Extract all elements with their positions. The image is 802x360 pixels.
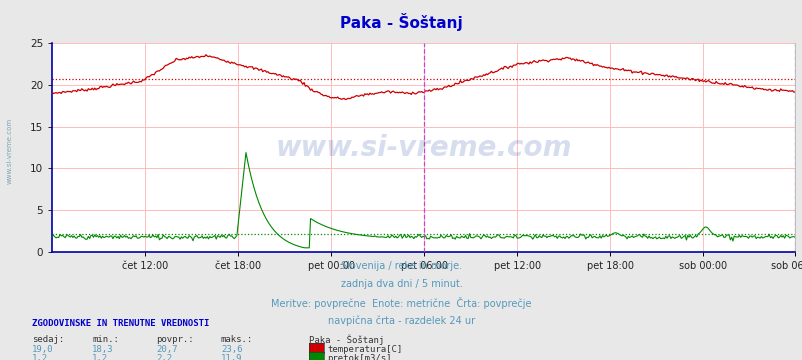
Text: pretok[m3/s]: pretok[m3/s]	[327, 354, 391, 360]
Text: 18,3: 18,3	[92, 345, 114, 354]
Text: 19,0: 19,0	[32, 345, 54, 354]
Text: sedaj:: sedaj:	[32, 335, 64, 344]
Text: 11,9: 11,9	[221, 354, 242, 360]
Text: navpična črta - razdelek 24 ur: navpična črta - razdelek 24 ur	[327, 315, 475, 325]
Text: 1,2: 1,2	[32, 354, 48, 360]
Text: Meritve: povprečne  Enote: metrične  Črta: povprečje: Meritve: povprečne Enote: metrične Črta:…	[271, 297, 531, 309]
Text: zadnja dva dni / 5 minut.: zadnja dva dni / 5 minut.	[340, 279, 462, 289]
Text: 23,6: 23,6	[221, 345, 242, 354]
Text: povpr.:: povpr.:	[156, 335, 194, 344]
Text: 20,7: 20,7	[156, 345, 178, 354]
Text: 1,2: 1,2	[92, 354, 108, 360]
Text: www.si-vreme.com: www.si-vreme.com	[275, 134, 571, 162]
Text: Paka - Šoštanj: Paka - Šoštanj	[309, 335, 384, 345]
Text: www.si-vreme.com: www.si-vreme.com	[6, 118, 12, 184]
Text: 2,2: 2,2	[156, 354, 172, 360]
Text: temperatura[C]: temperatura[C]	[327, 345, 403, 354]
Text: ZGODOVINSKE IN TRENUTNE VREDNOSTI: ZGODOVINSKE IN TRENUTNE VREDNOSTI	[32, 319, 209, 328]
Text: Paka - Šoštanj: Paka - Šoštanj	[340, 13, 462, 31]
Text: maks.:: maks.:	[221, 335, 253, 344]
Text: Slovenija / reke in morje.: Slovenija / reke in morje.	[341, 261, 461, 271]
Text: min.:: min.:	[92, 335, 119, 344]
